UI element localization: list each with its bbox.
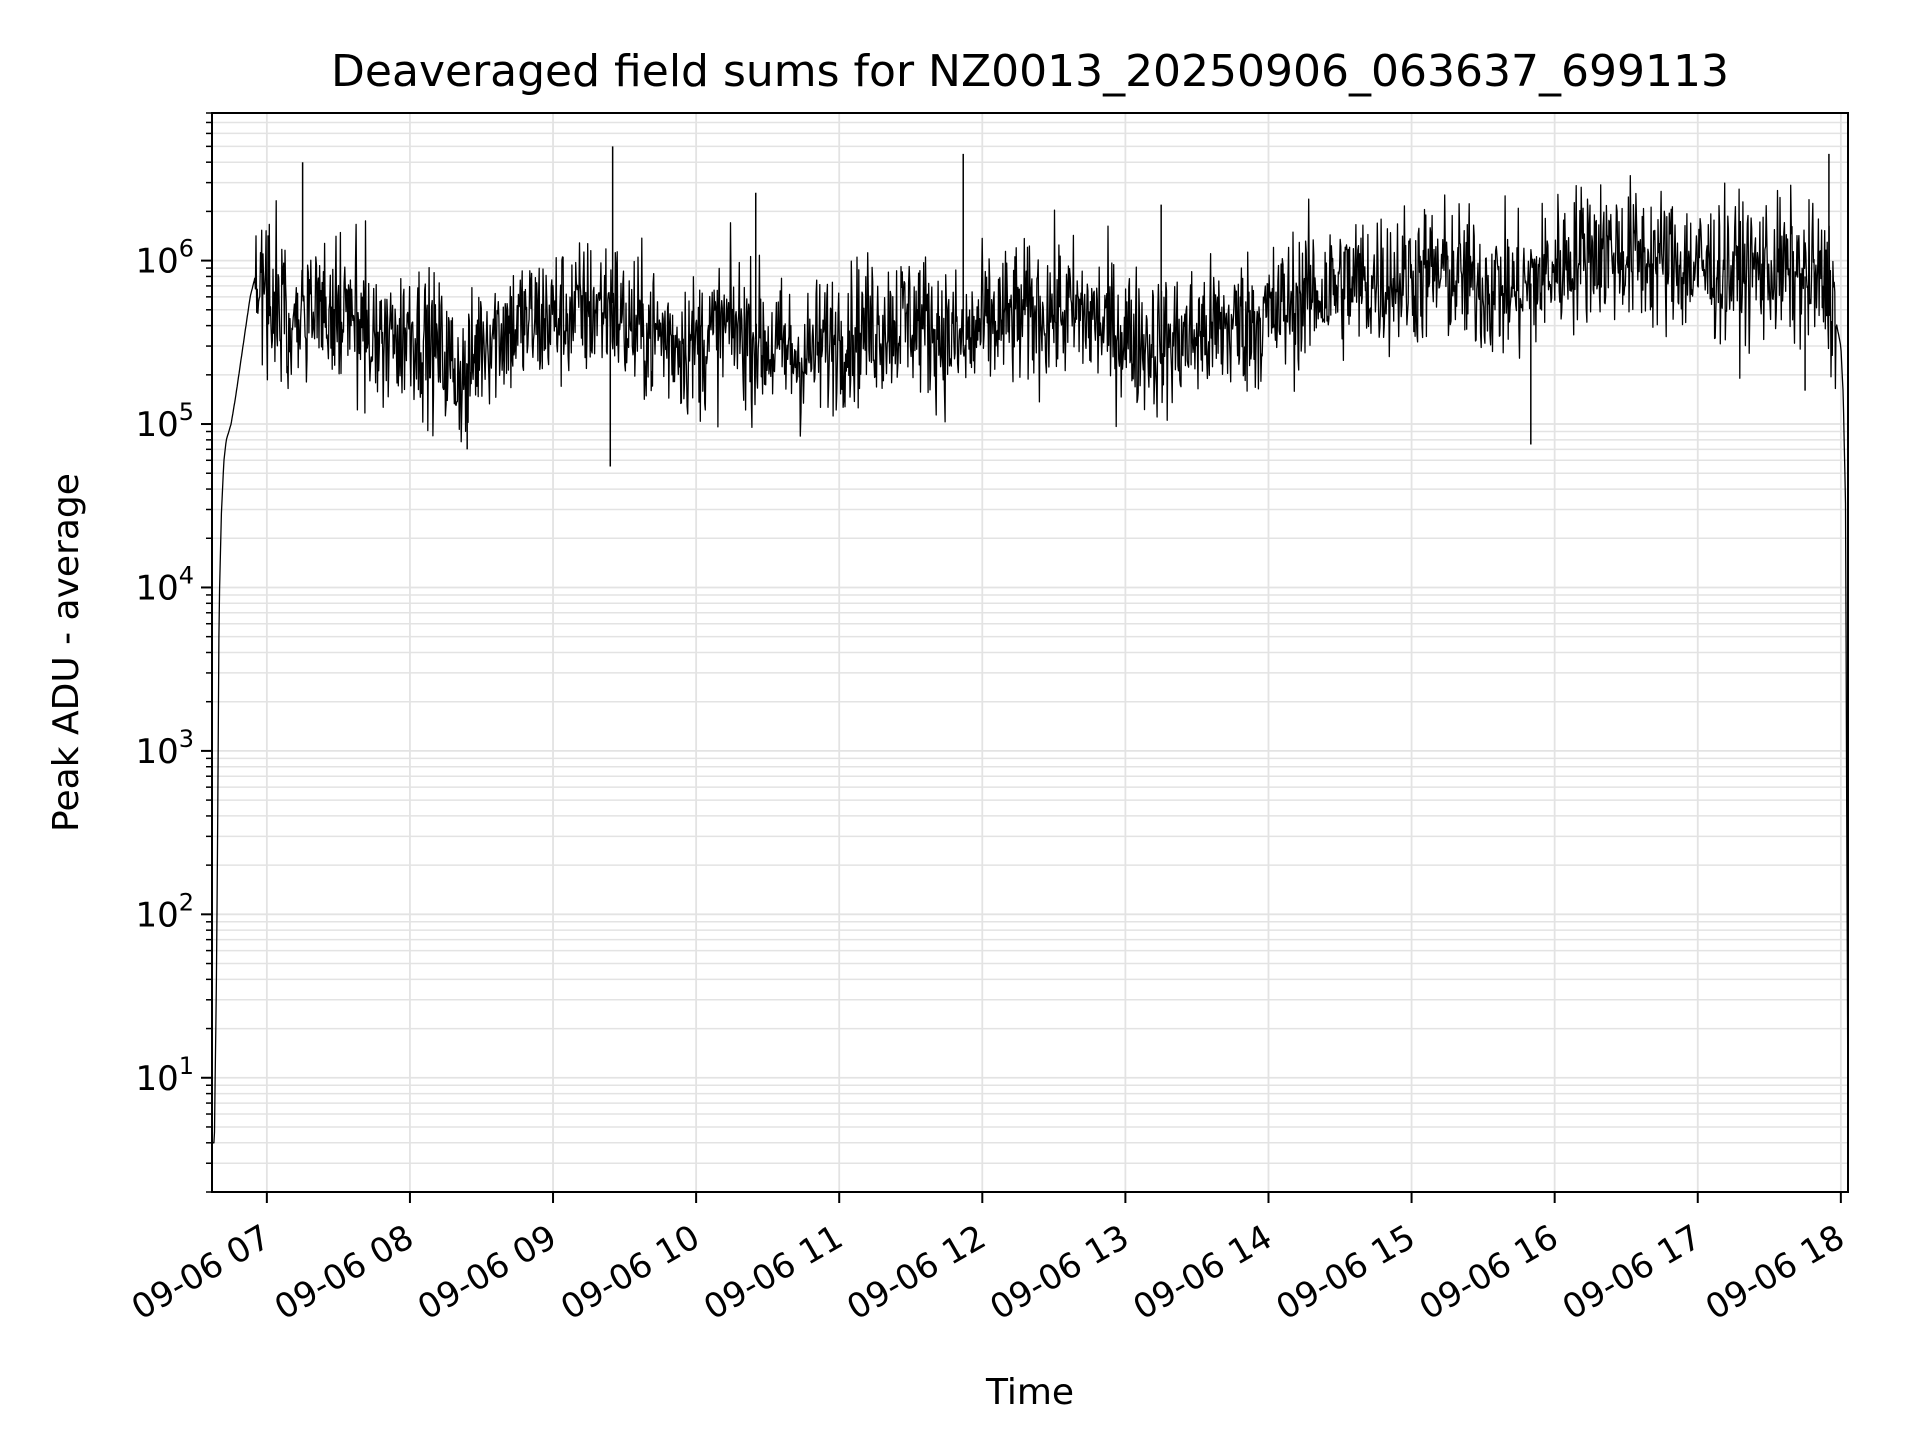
y-tick-label-base: 10 xyxy=(135,895,178,935)
y-tick-label-exponent: 3 xyxy=(179,725,194,753)
y-tick-label-base: 10 xyxy=(135,242,178,282)
y-tick-label-exponent: 1 xyxy=(179,1052,194,1080)
y-tick-label: 104 xyxy=(135,561,194,608)
y-tick-label: 106 xyxy=(135,235,194,282)
y-tick-label: 102 xyxy=(135,888,194,935)
y-tick-label-base: 10 xyxy=(135,1059,178,1099)
series-layer xyxy=(211,146,1849,1144)
y-tick-label: 105 xyxy=(135,398,194,445)
y-tick-label-exponent: 2 xyxy=(179,888,194,916)
x-axis-label: Time xyxy=(985,1372,1074,1413)
series-line xyxy=(211,174,1849,1144)
y-tick-label-base: 10 xyxy=(135,732,178,772)
y-tick-label: 101 xyxy=(135,1052,194,1099)
chart-title: Deaveraged field sums for NZ0013_2025090… xyxy=(331,46,1729,97)
y-tick-label-exponent: 5 xyxy=(179,398,194,426)
y-tick-label: 103 xyxy=(135,725,194,772)
y-axis-label: Peak ADU - average xyxy=(46,473,87,832)
y-tick-label-base: 10 xyxy=(135,405,178,445)
y-tick-label-base: 10 xyxy=(135,568,178,608)
grid-lines xyxy=(212,112,1848,1193)
y-tick-label-exponent: 4 xyxy=(179,561,194,589)
y-tick-label-exponent: 6 xyxy=(179,235,194,263)
